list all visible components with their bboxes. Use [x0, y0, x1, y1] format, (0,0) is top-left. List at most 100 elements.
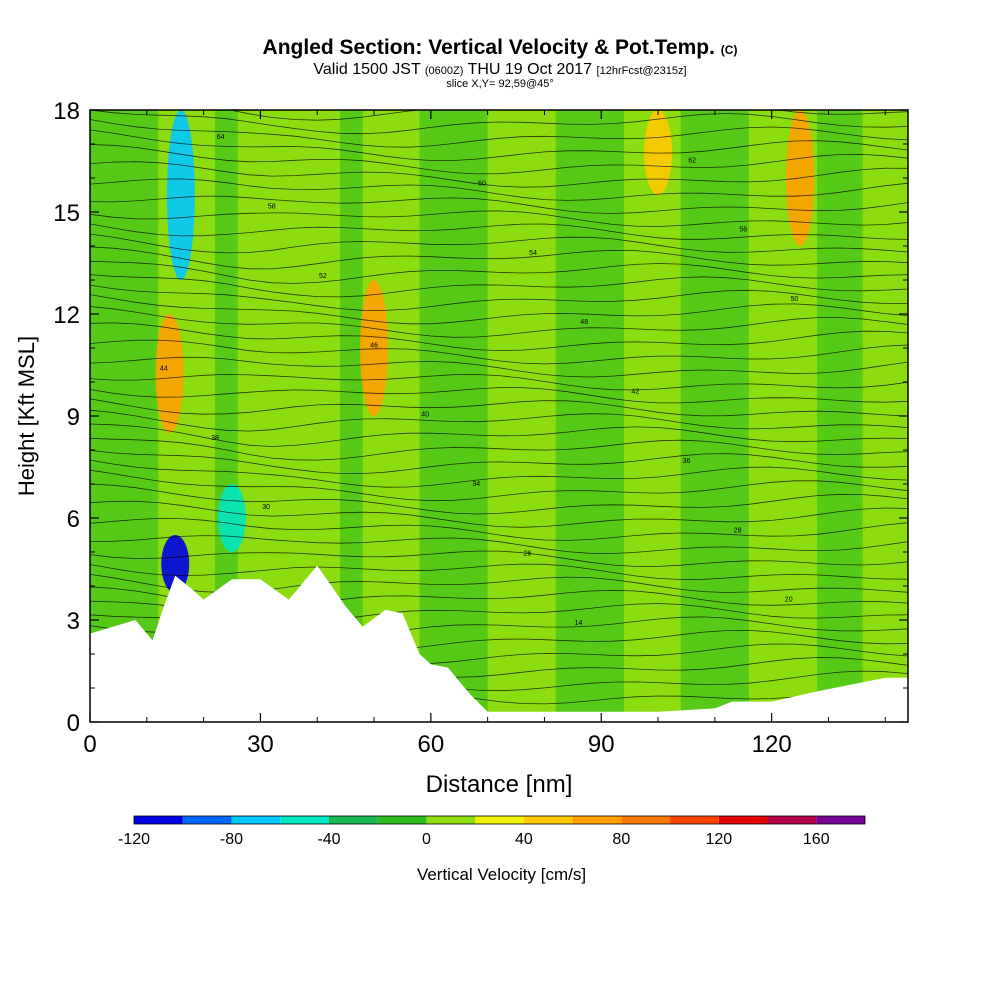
colorbar-segment — [621, 816, 671, 824]
theta-contour-label: 44 — [160, 365, 168, 372]
colorbar-tick-label: -120 — [118, 831, 150, 848]
theta-contour — [90, 469, 908, 502]
colorbar-segment — [523, 816, 573, 824]
colorbar-segment — [816, 816, 865, 824]
colorbar-tick-label: 0 — [422, 831, 431, 848]
theta-contour — [90, 398, 908, 417]
theta-contour — [90, 223, 908, 240]
downdraft-feature — [218, 484, 247, 552]
subtitle-forecast: [12hrFcst@2315z] — [596, 65, 687, 77]
theta-contour-label: 48 — [580, 319, 588, 326]
theta-contour — [90, 260, 908, 284]
plot-area: 5101420242628303436384042444648505254565… — [90, 110, 908, 722]
theta-contour — [90, 423, 908, 447]
colorbar-segment — [767, 816, 817, 824]
colorbar-segment — [182, 816, 232, 824]
colorbar-frame — [133, 815, 866, 825]
y-tick-label: 0 — [67, 710, 80, 737]
y-tick-label: 9 — [67, 404, 80, 431]
x-tick-label: 0 — [83, 731, 96, 758]
theta-contour-label: 38 — [211, 435, 219, 442]
theta-contour — [90, 284, 908, 311]
theta-contour — [90, 322, 908, 352]
theta-contour — [90, 563, 908, 580]
theta-contour — [90, 550, 908, 567]
colorbar-label: Vertical Velocity [cm/s] — [417, 865, 586, 884]
colorbar-tick-label: -40 — [317, 831, 340, 848]
colorbar-segment — [718, 816, 768, 824]
y-tick-label: 6 — [67, 506, 80, 533]
colorbar-tick-label: 160 — [803, 831, 830, 848]
chart-title: Angled Section: Vertical Velocity & Pot.… — [0, 36, 1000, 60]
x-tick-label: 120 — [752, 731, 792, 758]
updraft-feature — [644, 110, 673, 195]
weak-downdraft-band — [817, 110, 863, 722]
theta-contour-label: 40 — [421, 412, 429, 419]
theta-contour — [90, 483, 908, 515]
theta-contour-label: 34 — [472, 481, 480, 488]
subtitle-utc: (0600Z) — [424, 65, 464, 77]
theta-contour-label: 14 — [575, 620, 583, 627]
weak-downdraft-band — [419, 110, 488, 722]
y-tick-label: 12 — [53, 302, 80, 329]
x-tick-label: 30 — [247, 731, 274, 758]
weak-downdraft-band — [555, 110, 624, 722]
x-axis-label: Distance [nm] — [426, 771, 573, 798]
weak-downdraft-band — [339, 110, 363, 722]
theta-contour — [90, 500, 908, 528]
chart-title-unit: (C) — [720, 43, 738, 57]
x-tick-label: 90 — [588, 731, 615, 758]
theta-contour — [90, 437, 908, 461]
theta-contour — [90, 161, 908, 188]
colorbar-tick-label: 120 — [705, 831, 732, 848]
theta-contour-label: 26 — [524, 550, 532, 557]
theta-contour — [90, 459, 908, 488]
theta-contour-label: 42 — [631, 389, 639, 396]
theta-contour — [90, 517, 908, 541]
weak-downdraft-band — [214, 110, 238, 722]
theta-contour — [90, 178, 908, 201]
colorbar-segment — [280, 816, 329, 824]
theta-contour-label: 30 — [262, 504, 270, 511]
theta-contour-label: 36 — [683, 458, 691, 465]
theta-contour-label: 20 — [785, 597, 793, 604]
colorbar-segment — [572, 816, 622, 824]
chart-subtitle: Valid 1500 JST (0600Z) THU 19 Oct 2017 [… — [0, 61, 1000, 79]
colorbar-segment — [426, 816, 476, 824]
theta-contour-label: 64 — [217, 134, 225, 141]
theta-contour — [90, 233, 908, 254]
theta-contour — [90, 246, 908, 270]
theta-contour-label: 50 — [790, 296, 798, 303]
y-tick-label: 15 — [53, 200, 80, 227]
colorbar-tick-label: 80 — [612, 831, 630, 848]
colorbar: -120 -80 -40 0 40 80 120 160 Vertical Velocity [… — [118, 815, 866, 884]
theta-contour — [90, 409, 908, 432]
theta-contour-label: 58 — [268, 204, 276, 211]
colorbar-tick-label: -80 — [220, 831, 243, 848]
theta-contour — [90, 274, 908, 298]
y-axis-label: Height [Kft MSL] — [14, 336, 39, 496]
updraft-feature — [360, 280, 389, 416]
downdraft-feature — [161, 535, 190, 593]
theta-contour — [90, 144, 908, 175]
theta-contour — [90, 119, 908, 148]
y-tick-label: 18 — [53, 98, 80, 125]
colorbar-segment — [134, 816, 183, 824]
theta-contour — [90, 129, 908, 161]
theta-contour — [90, 535, 908, 554]
theta-contour — [90, 356, 908, 378]
updraft-feature — [155, 314, 184, 433]
y-tick-label: 3 — [67, 608, 80, 635]
theta-contour — [90, 373, 908, 391]
theta-contour-label: 54 — [529, 250, 537, 257]
weak-downdraft-band — [90, 110, 159, 722]
chart-slice-info: slice X,Y= 92,59@45° — [446, 78, 554, 90]
theta-contour-label: 28 — [734, 527, 742, 534]
theta-contour-label: 46 — [370, 342, 378, 349]
colorbar-tick-label: 40 — [515, 831, 533, 848]
theta-contour-label: 60 — [478, 180, 486, 187]
theta-contour — [90, 210, 908, 227]
terrain — [90, 565, 908, 722]
